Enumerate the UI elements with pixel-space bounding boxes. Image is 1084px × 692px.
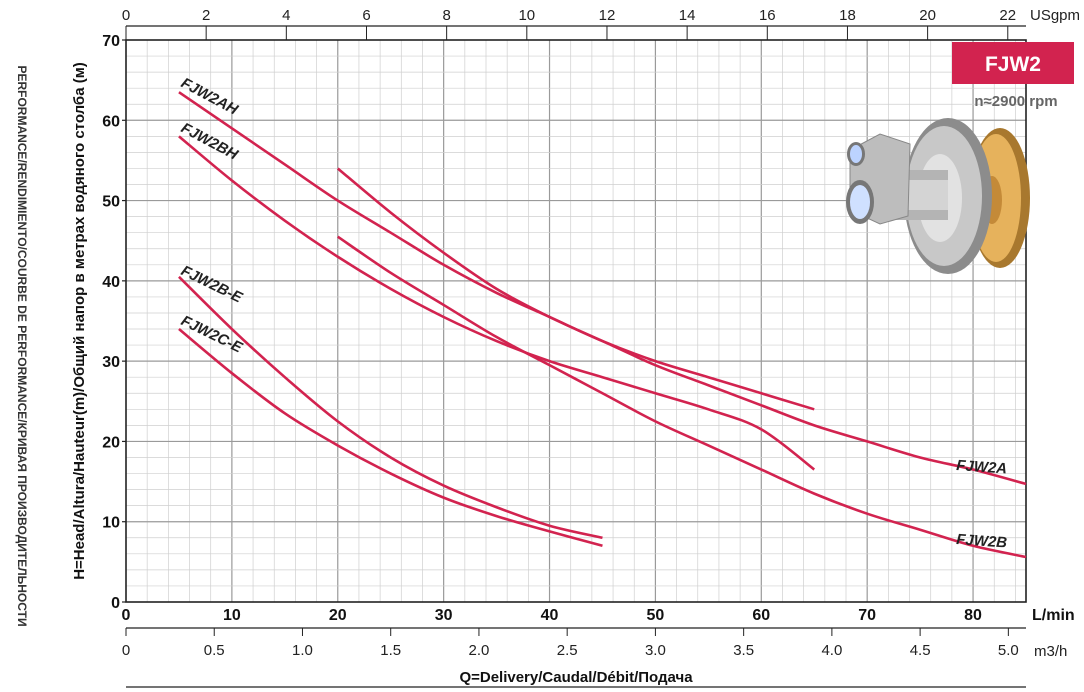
chart-grid — [126, 40, 1026, 602]
y-tick-label: 60 — [102, 113, 120, 130]
top-tick-label: 16 — [759, 7, 776, 24]
top-tick-label: 20 — [919, 7, 936, 24]
y-axis-label: H=Head/Altura/Hauteur(m)/Общий напор в м… — [71, 62, 88, 580]
y-tick-label: 40 — [102, 274, 120, 291]
bottom-tick-label: 0.5 — [204, 642, 225, 659]
x-unit-label: L/min — [1032, 607, 1075, 624]
curve-fjw2bh — [178, 135, 816, 471]
top-unit-label: USgpm — [1030, 7, 1080, 24]
bottom-tick-label: 3.0 — [645, 642, 666, 659]
top-tick-label: 22 — [999, 7, 1016, 24]
curve-fjw2c-e — [178, 328, 603, 548]
top-tick-label: 6 — [362, 7, 370, 24]
pump-with-impeller-icon — [846, 118, 1030, 274]
curve-label-fjw2c-e: FJW2C-E — [178, 312, 246, 357]
axis-ticks: 0 10 20 30 40 50 60 70 10 20 30 40 50 60 70 80 0 2 4 6 8 10 12… — [102, 7, 1026, 659]
x-tick-label: 10 — [223, 607, 241, 624]
rpm-label: n≈2900 rpm — [974, 93, 1057, 110]
model-badge-text: FJW2 — [985, 53, 1041, 76]
curve-fjw2ah — [178, 91, 815, 411]
side-label: PERFORMANCE/RENDIMIENTO/COURBE DE PERFOR… — [15, 65, 29, 626]
curve-fjw2b-e — [178, 275, 603, 540]
top-tick-label: 14 — [679, 7, 696, 24]
bottom-tick-label: 4.0 — [821, 642, 842, 659]
x-tick-label: 70 — [858, 607, 876, 624]
curve-fjw2a — [336, 167, 1027, 486]
x-zero-label: 0 — [122, 607, 131, 624]
y-tick-label: 50 — [102, 194, 120, 211]
top-tick-label: 10 — [518, 7, 535, 24]
bottom-tick-label: 4.5 — [910, 642, 931, 659]
x-tick-label: 30 — [435, 607, 453, 624]
curve-label-fjw2a: FJW2A — [956, 457, 1008, 478]
bottom-tick-label: 0 — [122, 642, 130, 659]
bottom-tick-label: 1.0 — [292, 642, 313, 659]
x-tick-label: 20 — [329, 607, 347, 624]
bottom-tick-label: 1.5 — [380, 642, 401, 659]
x-tick-label: 60 — [752, 607, 770, 624]
curve-fjw2b — [337, 235, 1027, 559]
top-tick-label: 4 — [282, 7, 290, 24]
bottom-tick-label: 5.0 — [998, 642, 1019, 659]
y-tick-label: 10 — [102, 515, 120, 532]
plot-frame — [125, 39, 1027, 603]
bottom-tick-label: 3.5 — [733, 642, 754, 659]
x-tick-label: 40 — [541, 607, 559, 624]
bottom-tick-label: 2.5 — [557, 642, 578, 659]
x-axis-label: Q=Delivery/Caudal/Débit/Подача — [459, 669, 693, 686]
curve-label-fjw2b: FJW2B — [956, 531, 1008, 552]
top-tick-label: 18 — [839, 7, 856, 24]
y-tick-label: 70 — [102, 33, 120, 50]
y-tick-label: 20 — [102, 434, 120, 451]
top-tick-label: 0 — [122, 7, 130, 24]
top-tick-label: 8 — [442, 7, 450, 24]
top-tick-label: 12 — [599, 7, 616, 24]
y-tick-label: 0 — [111, 595, 120, 612]
x-tick-label: 80 — [964, 607, 982, 624]
y-tick-label: 30 — [102, 354, 120, 371]
top-tick-label: 2 — [202, 7, 210, 24]
x-tick-label: 50 — [647, 607, 665, 624]
model-badge — [952, 42, 1074, 84]
bottom-tick-label: 2.0 — [469, 642, 490, 659]
bottom-unit-label: m3/h — [1034, 643, 1067, 660]
